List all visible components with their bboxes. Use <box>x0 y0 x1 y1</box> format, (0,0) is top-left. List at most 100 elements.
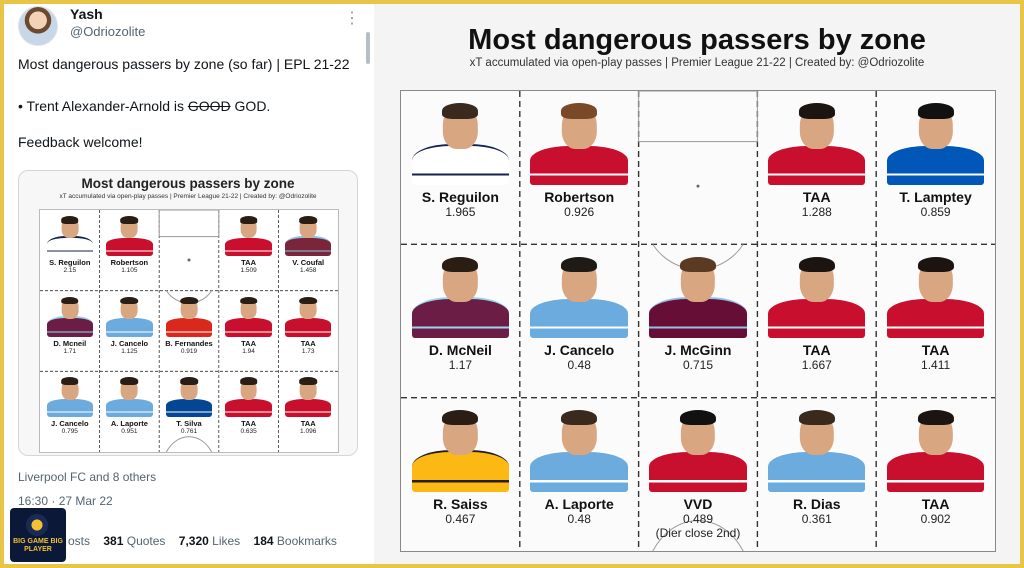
card-player-hair <box>60 377 79 385</box>
player-xt-value: 1.667 <box>801 358 832 373</box>
player-name: R. Dias <box>793 495 841 512</box>
player-photo <box>649 252 747 339</box>
graphic-title: Most dangerous passers by zone <box>468 24 926 56</box>
card-player-hair <box>60 216 79 224</box>
player-photo <box>411 406 510 492</box>
card-player-xt-value: 0.761 <box>180 428 198 436</box>
main-pitch: S. Reguilon 1.965 Robertson 0.926 TAA 1.288 T.… <box>400 90 996 552</box>
player-name: D. McNeil <box>428 342 492 359</box>
player-hair <box>917 409 954 426</box>
player-photo <box>768 99 866 185</box>
big-game-big-player-logo: BIG GAME BIG PLAYER <box>10 508 66 562</box>
tweet-timestamp[interactable]: 16:30 · 27 Mar 22 <box>18 494 113 508</box>
player-card: R. Saiss 0.467 <box>401 406 520 526</box>
card-player-card: D. Mcneil 1.71 <box>40 295 100 355</box>
scrollbar-thumb[interactable] <box>366 32 370 64</box>
card-player-name: TAA <box>241 257 257 267</box>
card-player-xt-value: 0.951 <box>121 428 138 436</box>
player-xt-value: 0.926 <box>564 204 595 219</box>
likes-count[interactable]: 7,320 <box>178 534 209 548</box>
player-xt-value: 1.411 <box>921 358 951 373</box>
player-xt-value: 0.859 <box>920 204 951 219</box>
player-name: T. Lamptey <box>899 188 972 205</box>
player-name: TAA <box>921 495 950 512</box>
card-player-photo <box>46 214 94 256</box>
card-player-xt-value: 1.73 <box>301 347 315 355</box>
kit-shirt <box>649 296 747 339</box>
card-pitch-lines <box>40 210 338 452</box>
player-photo <box>530 406 628 492</box>
card-player-hair <box>299 377 317 385</box>
likes-label[interactable]: Likes <box>212 534 241 548</box>
player-xt-value: 0.467 <box>445 511 476 526</box>
tweet-media-card[interactable]: Most dangerous passers by zone xT accumu… <box>18 170 358 456</box>
player-name: TAA <box>921 342 950 359</box>
card-kit-shirt <box>46 235 94 256</box>
card-player-card: B. Fernandes 0.919 <box>159 295 219 355</box>
player-hair <box>917 103 954 119</box>
card-player-hair <box>299 296 317 305</box>
player-hair <box>561 409 598 426</box>
card-player-card: T. Silva 0.761 <box>159 375 219 435</box>
card-player-card: A. Laporte 0.951 <box>100 375 160 435</box>
kit-shirt <box>411 143 510 185</box>
card-player-xt-value: 1.71 <box>63 347 77 355</box>
card-player-hair <box>180 296 198 305</box>
card-player-xt-value: 0.795 <box>61 428 78 436</box>
card-player-hair <box>120 216 139 224</box>
bookmarks-label[interactable]: Bookmarks <box>276 534 337 548</box>
player-name: R. Saiss <box>433 495 488 512</box>
author-handle[interactable]: @Odriozolite <box>70 24 146 39</box>
player-hair <box>442 409 479 426</box>
tweet-text-line2-suffix: GOD. <box>230 98 271 114</box>
player-name: TAA <box>802 188 831 205</box>
player-hair <box>679 256 717 273</box>
more-dots-icon[interactable]: ⋮ <box>344 10 361 27</box>
card-player-hair <box>239 296 258 305</box>
kit-shirt <box>649 450 747 492</box>
card-player-card: J. Cancelo 1.125 <box>100 295 160 355</box>
player-card: S. Reguilon 1.965 <box>401 99 520 219</box>
card-kit-shirt <box>106 316 153 337</box>
player-photo <box>768 406 866 492</box>
player-card: TAA 1.288 <box>757 99 876 219</box>
kit-shirt <box>530 450 628 492</box>
card-player-photo <box>165 295 213 337</box>
bookmarks-count[interactable]: 184 <box>253 534 274 548</box>
player-note: (Dier close 2nd) <box>655 525 741 540</box>
card-player-photo <box>225 214 272 256</box>
card-kit-shirt <box>284 235 332 256</box>
player-name: TAA <box>802 342 831 359</box>
card-player-photo <box>46 295 94 337</box>
card-kit-shirt <box>46 316 94 337</box>
kit-shirt <box>768 143 866 185</box>
player-name: J. McGinn <box>664 342 732 359</box>
player-xt-value: 1.288 <box>801 204 832 219</box>
player-xt-value: 0.361 <box>801 511 832 526</box>
liked-by[interactable]: Liverpool FC and 8 others <box>18 470 157 484</box>
card-kit-shirt <box>106 235 153 256</box>
kit-shirt <box>530 296 628 339</box>
card-title: Most dangerous passers by zone <box>81 176 295 191</box>
card-player-name: J. Cancelo <box>51 419 89 429</box>
player-xt-value: 1.965 <box>445 204 476 219</box>
player-xt-value: 0.48 <box>567 511 591 526</box>
author-avatar[interactable] <box>18 6 58 46</box>
player-card: TAA 0.902 <box>876 406 995 526</box>
kit-shirt <box>530 143 628 185</box>
infographic-panel: Most dangerous passers by zone xT accumu… <box>374 4 1020 564</box>
card-player-photo <box>225 375 272 418</box>
player-photo <box>886 252 985 339</box>
card-player-xt-value: 1.125 <box>121 347 138 355</box>
player-card: J. Cancelo 0.48 <box>520 252 639 372</box>
player-xt-value: 0.902 <box>920 511 951 526</box>
quotes-label[interactable]: Quotes <box>126 534 166 548</box>
reposts-label[interactable]: osts <box>68 534 91 548</box>
author-name[interactable]: Yash <box>70 6 103 22</box>
card-player-hair <box>239 216 258 224</box>
player-photo <box>649 406 747 492</box>
card-player-photo <box>165 375 213 418</box>
quotes-count[interactable]: 381 <box>103 534 124 548</box>
card-player-hair <box>120 377 139 385</box>
card-pitch: S. Reguilon 2.15 Robertson 1.105 TAA 1.509 V. … <box>39 209 339 453</box>
